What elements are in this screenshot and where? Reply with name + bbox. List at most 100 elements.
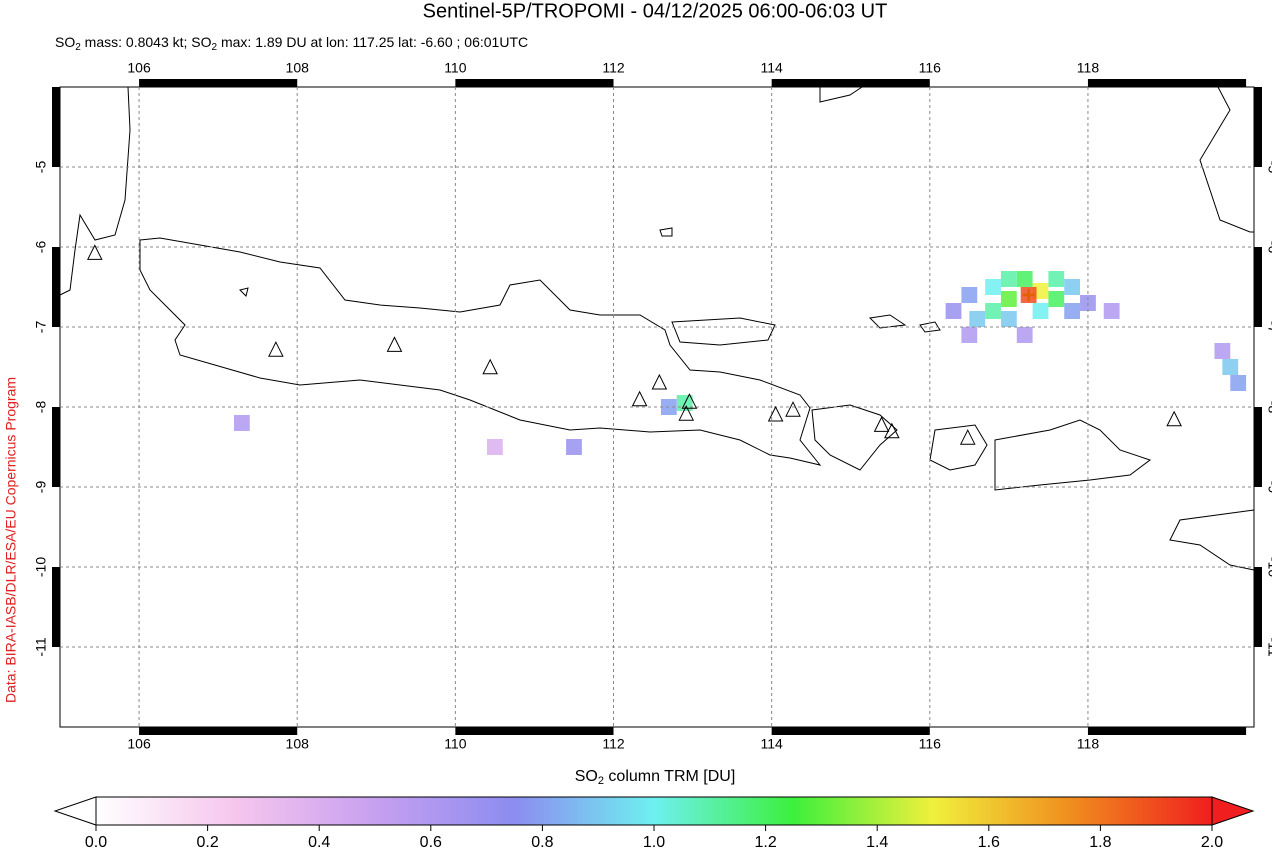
x-tick-label: 118	[1077, 736, 1100, 752]
coastline	[994, 419, 1152, 491]
y-tick-label: -6	[33, 241, 49, 254]
colorbar-label-text: column TRM [DU]	[604, 768, 735, 785]
frame-segment	[52, 247, 60, 327]
so2-cell	[945, 303, 962, 319]
so2-cell	[1032, 303, 1049, 319]
colorbar-label-text: SO	[575, 768, 598, 785]
colorbar-tick-label: 1.0	[643, 834, 665, 851]
frame-segment	[455, 79, 614, 87]
y-tick-label: -11	[1265, 637, 1272, 656]
x-tick-label: 110	[444, 736, 467, 752]
colorbar	[95, 796, 1213, 826]
volcano	[86, 244, 103, 260]
so2-cell	[985, 303, 1001, 319]
volcano	[1166, 410, 1182, 427]
so2-cell	[1016, 271, 1033, 287]
coastline	[1199, 86, 1254, 233]
x-tick-label: 106	[127, 736, 151, 752]
so2-cell	[961, 287, 978, 303]
volcano	[681, 393, 698, 409]
colorbar-over-arrow	[1211, 796, 1255, 826]
y-tick-label: -8	[33, 401, 49, 414]
colorbar-tick-label: 2.0	[1201, 834, 1223, 851]
x-tick-label: 116	[919, 60, 942, 76]
x-tick-label: 114	[760, 736, 783, 752]
coastline	[671, 317, 776, 346]
volcano	[651, 373, 668, 390]
colorbar-tick-label: 1.8	[1089, 834, 1111, 851]
coastlines	[59, 86, 1255, 571]
x-tick-label: 108	[286, 736, 310, 752]
so2-cell	[1214, 343, 1231, 359]
subtitle-text: SO	[55, 34, 75, 50]
colorbar-under-arrow	[53, 796, 97, 826]
volcano	[678, 405, 695, 421]
frame-segment	[52, 567, 60, 647]
so2-cell	[1000, 311, 1017, 327]
colorbar-tick-label: 0.8	[531, 834, 553, 851]
so2-cell	[1103, 303, 1120, 319]
frame-segment	[1254, 567, 1262, 647]
x-tick-label: 116	[919, 736, 942, 752]
coastline	[819, 86, 863, 103]
subscript: 2	[75, 42, 81, 53]
title: Sentinel-5P/TROPOMI - 04/12/2025 06:00-0…	[423, 0, 888, 22]
frame-segment	[771, 727, 930, 735]
volcano	[873, 416, 890, 432]
colorbar-tick-label: 0.2	[196, 834, 218, 851]
so2-cell	[1048, 271, 1065, 287]
so2-cell	[1230, 375, 1247, 391]
frame-segment	[1087, 727, 1247, 735]
y-tick-label: -9	[1265, 481, 1272, 494]
y-tick-label: -10	[1265, 557, 1272, 577]
subscript: 2	[212, 42, 218, 53]
credit: Data: BIRA-IASB/DLR/ESA/EU Copernicus Pr…	[3, 377, 19, 703]
so2-cell	[1000, 271, 1017, 287]
frame-segment	[139, 79, 298, 87]
subtitle: SO2 mass: 0.8043 kt; SO2 max: 1.89 DU at…	[55, 34, 528, 53]
colorbar-tick-label: 1.4	[866, 834, 888, 851]
x-tick-label: 118	[1077, 60, 1100, 76]
volcano	[785, 401, 801, 417]
frame-segment	[1254, 87, 1262, 167]
x-tick-label: 110	[444, 60, 467, 76]
x-tick-label: 112	[602, 60, 625, 76]
so2-cell	[233, 415, 250, 431]
volcano	[631, 390, 648, 407]
y-tick-label: -7	[1265, 321, 1272, 334]
volcano	[884, 422, 900, 439]
coastline	[59, 86, 131, 296]
y-tick-label: -11	[33, 637, 49, 656]
so2-cell	[985, 279, 1001, 295]
frame-segment	[1087, 79, 1247, 87]
so2-cell	[1064, 303, 1081, 319]
coastline	[239, 227, 941, 333]
frame-segment	[1254, 407, 1262, 487]
y-tick-label: -5	[1265, 161, 1272, 174]
volcano	[767, 405, 784, 422]
volcano	[959, 429, 976, 445]
colorbar-tick-label: 1.6	[978, 834, 1000, 851]
so2-cell	[1000, 291, 1017, 307]
y-tick-label: -9	[33, 481, 49, 494]
so2-cell	[1048, 291, 1065, 307]
max-marker	[1022, 289, 1035, 301]
colorbar-label: SO2 column TRM [DU]	[575, 768, 736, 787]
so2-cell	[566, 439, 582, 455]
coastline	[139, 237, 822, 466]
frame-segment	[455, 727, 614, 735]
frame-segment	[139, 727, 298, 735]
subscript: 2	[598, 775, 604, 787]
frame-segment	[1254, 247, 1262, 327]
frame-segment	[771, 79, 930, 87]
frame-segment	[52, 407, 60, 487]
so2-cell	[969, 311, 986, 327]
y-tick-label: -6	[1265, 241, 1272, 254]
x-tick-label: 112	[602, 736, 625, 752]
so2-cell	[1222, 359, 1239, 375]
colorbar-tick-label: 0.6	[420, 834, 442, 851]
so2-cell	[486, 439, 503, 455]
volcano	[268, 341, 284, 357]
so2-cell	[1016, 327, 1033, 343]
coastline	[811, 404, 898, 471]
